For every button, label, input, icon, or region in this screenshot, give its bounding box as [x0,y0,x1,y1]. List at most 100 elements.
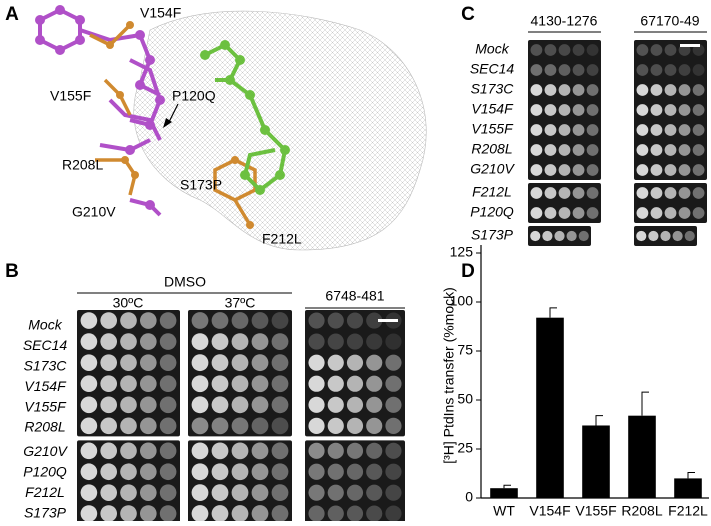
yeast-spot [120,505,137,522]
yeast-spot [80,354,98,371]
error-bar [503,484,511,489]
yeast-spot [346,333,364,350]
yeast-spot [664,84,677,96]
yeast-spot [191,396,209,414]
yeast-spot [664,64,677,76]
yeast-spot [678,84,691,96]
yeast-spot [664,104,677,116]
yeast-spot [100,354,118,371]
yeast-spot [586,44,599,56]
yeast-spot [159,484,177,501]
error-bar [641,391,649,416]
yeast-spot [120,484,137,501]
yeast-spot [692,44,705,56]
yeast-spot [211,463,229,481]
yeast-spot [636,207,649,219]
yeast-spot [100,375,118,393]
yeast-spot [191,417,209,435]
x-tick-label: WT [493,503,515,519]
yeast-spot [271,354,289,372]
yeast-spot [327,505,344,522]
y-tick-label: 0 [465,489,473,505]
yeast-spot [530,230,541,242]
x-tick-label: V155F [575,503,616,519]
yeast-spot [572,44,585,56]
yeast-spot [385,396,402,413]
structure [35,5,427,251]
yeast-spot [530,104,543,116]
yeast-spot [636,124,649,136]
yeast-spot [211,312,229,329]
yeast-spot [251,463,269,481]
yeast-spot [139,442,157,460]
error-bar [687,472,695,479]
yeast-spot [159,442,177,460]
bar [582,425,610,498]
panel-label: A [5,4,19,25]
strain-label: V154F [24,378,67,394]
x-tick-label: R208L [621,503,662,519]
group-title: DMSO [164,274,206,290]
yeast-spot [530,64,543,76]
yeast-spot [231,333,249,350]
yeast-spot [100,396,118,414]
yeast-spot [664,207,677,219]
yeast-spot [271,396,289,414]
yeast-spot [650,187,663,199]
yeast-spot [586,187,599,199]
yeast-spot [530,84,543,96]
yeast-spot [586,104,599,116]
yeast-spot [327,354,344,371]
yeast-spot [572,164,585,176]
yeast-spot [251,312,269,329]
yeast-spot [650,144,663,156]
yeast-spot [558,164,571,176]
yeast-spot [678,187,691,199]
yeast-spot [650,207,663,219]
yeast-spot [678,64,691,76]
y-tick-label: 75 [457,342,473,358]
yeast-spot [139,354,157,371]
yeast-spot [251,505,269,522]
yeast-spot [159,354,177,371]
plate [188,310,292,437]
yeast-spot [636,187,649,199]
yeast-spot [544,84,557,96]
yeast-spot [271,375,289,393]
yeast-spot [271,484,289,502]
yeast-spot [80,484,98,501]
yeast-spot [346,312,364,329]
yeast-spot [636,44,649,56]
yeast-spot [558,44,571,56]
yeast-spot [159,505,177,522]
yeast-spot [558,104,571,116]
yeast-spot [327,396,344,413]
yeast-spot [251,375,269,393]
yeast-spot [664,187,677,199]
yeast-spot [80,463,98,481]
yeast-spot [636,84,649,96]
yeast-spot [251,442,269,460]
yeast-spot [366,484,383,501]
yeast-spot [544,164,557,176]
yeast-spot [80,333,98,350]
strain-label: Mock [28,317,62,333]
yeast-spot [80,396,98,414]
yeast-spot [544,207,557,219]
yeast-spot [327,312,344,329]
yeast-spot [231,396,249,414]
yeast-spot [544,64,557,76]
yeast-spot [650,64,663,76]
yeast-spot [231,442,249,460]
yeast-spot [139,396,157,414]
yeast-spot [572,187,585,199]
yeast-spot [100,312,118,329]
yeast-spot [80,375,98,393]
yeast-spot [308,312,325,329]
yeast-spot [692,124,705,136]
y-tick-label: 25 [457,440,473,456]
yeast-spot [308,354,325,371]
yeast-spot [308,375,325,392]
yeast-spot [191,442,209,460]
yeast-spot [366,354,383,371]
